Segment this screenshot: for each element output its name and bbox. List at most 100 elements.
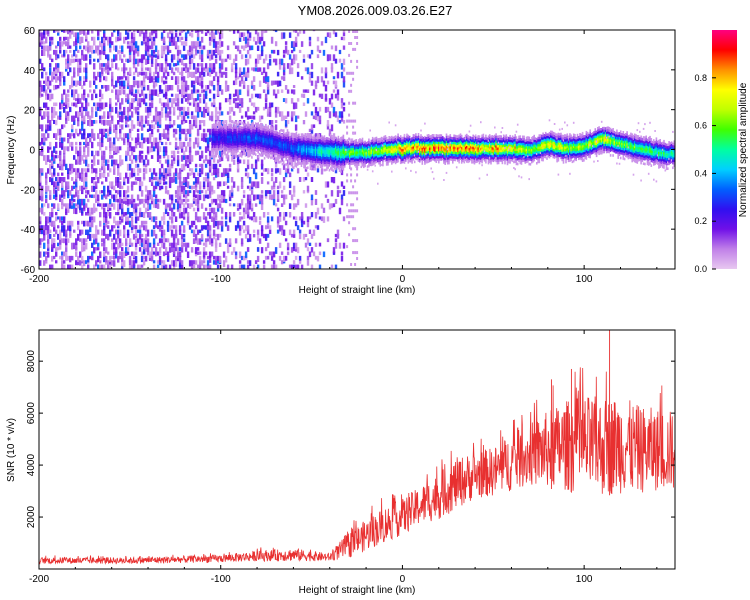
noise-cell: [178, 255, 182, 263]
noise-cell: [138, 102, 142, 108]
noise-cell: [158, 85, 162, 92]
ridge-cell: [304, 154, 307, 158]
ridge-cell: [256, 144, 258, 148]
ridge-cell: [298, 152, 300, 156]
ridge-cell: [314, 160, 317, 164]
noise-cell: [69, 106, 72, 113]
noise-cell: [198, 146, 202, 150]
noise-cell: [103, 49, 106, 56]
ridge-cell: [332, 169, 335, 172]
noise-cell: [194, 76, 198, 84]
ridge-halo-cell: [345, 149, 347, 151]
ridge-cell: [215, 130, 217, 134]
ridge-cell: [253, 136, 256, 140]
noise-cell: [119, 80, 122, 86]
ridge-cell: [220, 136, 223, 140]
noise-cell: [154, 220, 158, 228]
noise-cell: [130, 102, 134, 109]
noise-cell: [95, 45, 98, 53]
noise-cell: [111, 185, 114, 190]
ridge-cell: [268, 155, 271, 158]
noise-cell: [168, 30, 172, 35]
noise-cell: [67, 168, 70, 174]
ridge-cell: [312, 155, 314, 159]
ridge-cell: [315, 141, 318, 144]
noise-cell: [214, 115, 218, 121]
noise-cell: [150, 194, 154, 201]
noise-cell: [87, 220, 90, 227]
ridge-cell: [342, 137, 345, 140]
noise-cell: [194, 67, 198, 75]
noise-cell: [274, 120, 278, 124]
ridge-cell: [289, 136, 291, 139]
noise-cell: [208, 137, 212, 142]
noise-cell: [202, 242, 206, 246]
noise-cell: [282, 76, 286, 81]
noise-cell: [308, 36, 312, 41]
noise-cell: [180, 89, 184, 96]
noise-cell: [222, 198, 226, 203]
noise-cell: [190, 41, 194, 47]
noise-cell: [172, 106, 176, 112]
ridge-cell: [285, 151, 287, 154]
noise-cell: [236, 45, 240, 52]
noise-cell: [170, 212, 174, 217]
noise-cell: [174, 80, 178, 85]
ridge-cell: [261, 154, 263, 157]
noise-cell: [93, 102, 96, 107]
ridge-cell: [242, 145, 244, 149]
noise-cell: [220, 207, 224, 214]
noise-cell: [156, 115, 160, 122]
ridge-cell: [235, 145, 238, 149]
noise-cell: [326, 238, 330, 243]
noise-cell: [73, 41, 76, 47]
noise-cell: [75, 111, 78, 118]
noise-cell: [226, 168, 230, 173]
noise-cell: [105, 63, 108, 70]
noise-cell: [216, 49, 220, 56]
noise-cell: [81, 198, 84, 206]
noise-cell: [105, 133, 108, 139]
noise-cell: [142, 98, 146, 105]
ridge-cell: [286, 141, 289, 144]
ridge-cell: [347, 148, 350, 151]
noise-cell: [61, 159, 64, 165]
noise-cell: [63, 203, 66, 207]
ridge-cell: [314, 155, 317, 159]
noise-cell: [156, 63, 160, 67]
noise-cell: [202, 251, 206, 258]
noise-cell: [242, 212, 246, 219]
noise-cell: [282, 115, 286, 121]
noise-cell: [130, 229, 134, 234]
noise-cell: [170, 41, 174, 46]
ridge-cell: [277, 146, 280, 150]
noise-cell: [101, 229, 104, 236]
noise-cell: [148, 67, 152, 74]
noise-cell: [119, 111, 122, 115]
noise-cell: [95, 238, 98, 245]
noise-cell: [136, 111, 140, 116]
ridge-cell: [229, 130, 231, 134]
ridge-cell: [307, 152, 309, 155]
noise-cell: [310, 212, 314, 218]
ridge-cell: [350, 155, 352, 158]
ridge-cell: [232, 136, 234, 140]
ridge-cell: [303, 144, 305, 147]
noise-cell: [312, 30, 316, 32]
noise-cell: [238, 102, 242, 106]
noise-cell: [318, 106, 322, 112]
ridge-cell: [233, 131, 235, 134]
noise-cell: [83, 120, 86, 125]
noise-cell: [220, 190, 224, 196]
noise-cell: [268, 102, 272, 109]
ridge-cell: [274, 138, 276, 141]
ridge-cell: [257, 148, 259, 152]
ridge-cell: [230, 145, 233, 149]
noise-cell: [350, 83, 353, 87]
noise-cell: [67, 54, 70, 62]
ridge-cell: [214, 135, 216, 139]
noise-cell: [99, 98, 102, 102]
ridge-cell: [211, 128, 214, 132]
noise-cell: [126, 41, 130, 45]
noise-cell: [186, 49, 190, 56]
